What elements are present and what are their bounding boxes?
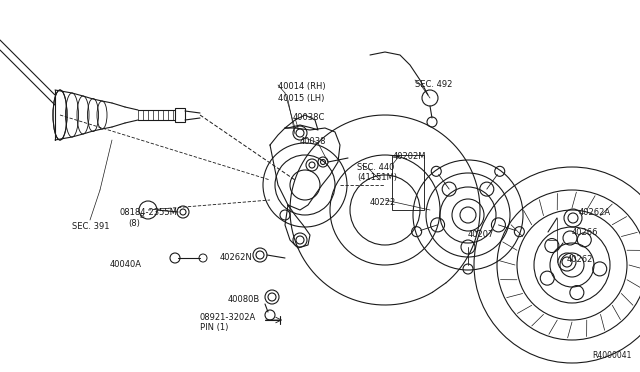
Text: 40262: 40262 [567, 255, 593, 264]
Text: (41151M): (41151M) [357, 173, 397, 182]
Text: PIN (1): PIN (1) [200, 323, 228, 332]
Text: 40038C: 40038C [293, 113, 325, 122]
Text: 40266: 40266 [572, 228, 598, 237]
Text: 40207: 40207 [468, 230, 494, 239]
Text: 40014 (RH): 40014 (RH) [278, 82, 326, 91]
Text: SEC. 492: SEC. 492 [415, 80, 452, 89]
Text: 40015 (LH): 40015 (LH) [278, 94, 324, 103]
Text: 08921-3202A: 08921-3202A [200, 313, 256, 322]
Text: 40080B: 40080B [228, 295, 260, 304]
Text: 40262N: 40262N [220, 253, 253, 262]
Bar [175, 108, 185, 122]
Text: 40202M: 40202M [393, 152, 426, 161]
Text: (8): (8) [128, 219, 140, 228]
Text: 40222: 40222 [370, 198, 396, 207]
Text: 40262A: 40262A [579, 208, 611, 217]
Text: 08184-2355M: 08184-2355M [120, 208, 178, 217]
Text: R4000041: R4000041 [593, 351, 632, 360]
Text: 40040A: 40040A [110, 260, 142, 269]
Text: 40038: 40038 [300, 137, 326, 146]
Text: B: B [140, 213, 145, 219]
Text: SEC. 440: SEC. 440 [357, 163, 394, 172]
Bar [392, 155, 424, 210]
Text: SEC. 391: SEC. 391 [72, 222, 109, 231]
